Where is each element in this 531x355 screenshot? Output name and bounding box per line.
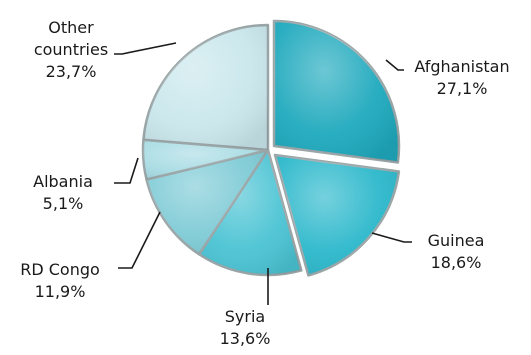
slice-name-other-countries: countries	[34, 40, 108, 59]
pie-slice-shine-albania	[143, 139, 268, 180]
pie-slice-shine-afghanistan	[274, 21, 399, 163]
leader-line-afghanistan	[385, 59, 404, 71]
slice-value-other-countries: 23,7%	[46, 62, 97, 81]
slice-labels: Afghanistan 27,1% Guinea 18,6% Syria 13,6% RD …	[20, 18, 509, 348]
leader-line-guinea	[371, 232, 412, 243]
pie-slice-shine-other-countries	[143, 25, 268, 150]
pie-slice-shine-rd-congo	[146, 150, 268, 255]
slice-value-albania: 5,1%	[43, 194, 84, 213]
leader-line-other-countries	[114, 42, 177, 55]
pie-slice-shine-guinea	[275, 155, 399, 276]
leader-lines	[114, 42, 412, 305]
leader-line-albania	[114, 157, 139, 184]
slice-label-afghanistan: Afghanistan 27,1%	[414, 57, 509, 98]
slice-name-guinea: Guinea	[428, 231, 485, 250]
slice-value-syria: 13,6%	[220, 329, 271, 348]
slice-value-afghanistan: 27,1%	[437, 79, 488, 98]
slice-label-syria: Syria 13,6%	[220, 307, 271, 348]
leader-line-rd-congo	[118, 211, 161, 269]
slice-value-rd-congo: 11,9%	[35, 282, 86, 301]
slice-name-other-countries: Other	[48, 18, 94, 37]
slice-label-albania: Albania 5,1%	[33, 172, 93, 213]
pie-slice-shine-syria	[199, 150, 302, 276]
slice-name-rd-congo: RD Congo	[20, 260, 100, 279]
slice-name-albania: Albania	[33, 172, 93, 191]
pie-slices	[141, 19, 401, 277]
slice-value-guinea: 18,6%	[431, 253, 482, 272]
slice-label-other-countries: Other countries 23,7%	[34, 18, 108, 81]
slice-name-syria: Syria	[225, 307, 265, 326]
slice-name-afghanistan: Afghanistan	[414, 57, 509, 76]
slice-label-rd-congo: RD Congo 11,9%	[20, 260, 100, 301]
slice-label-guinea: Guinea 18,6%	[428, 231, 485, 272]
